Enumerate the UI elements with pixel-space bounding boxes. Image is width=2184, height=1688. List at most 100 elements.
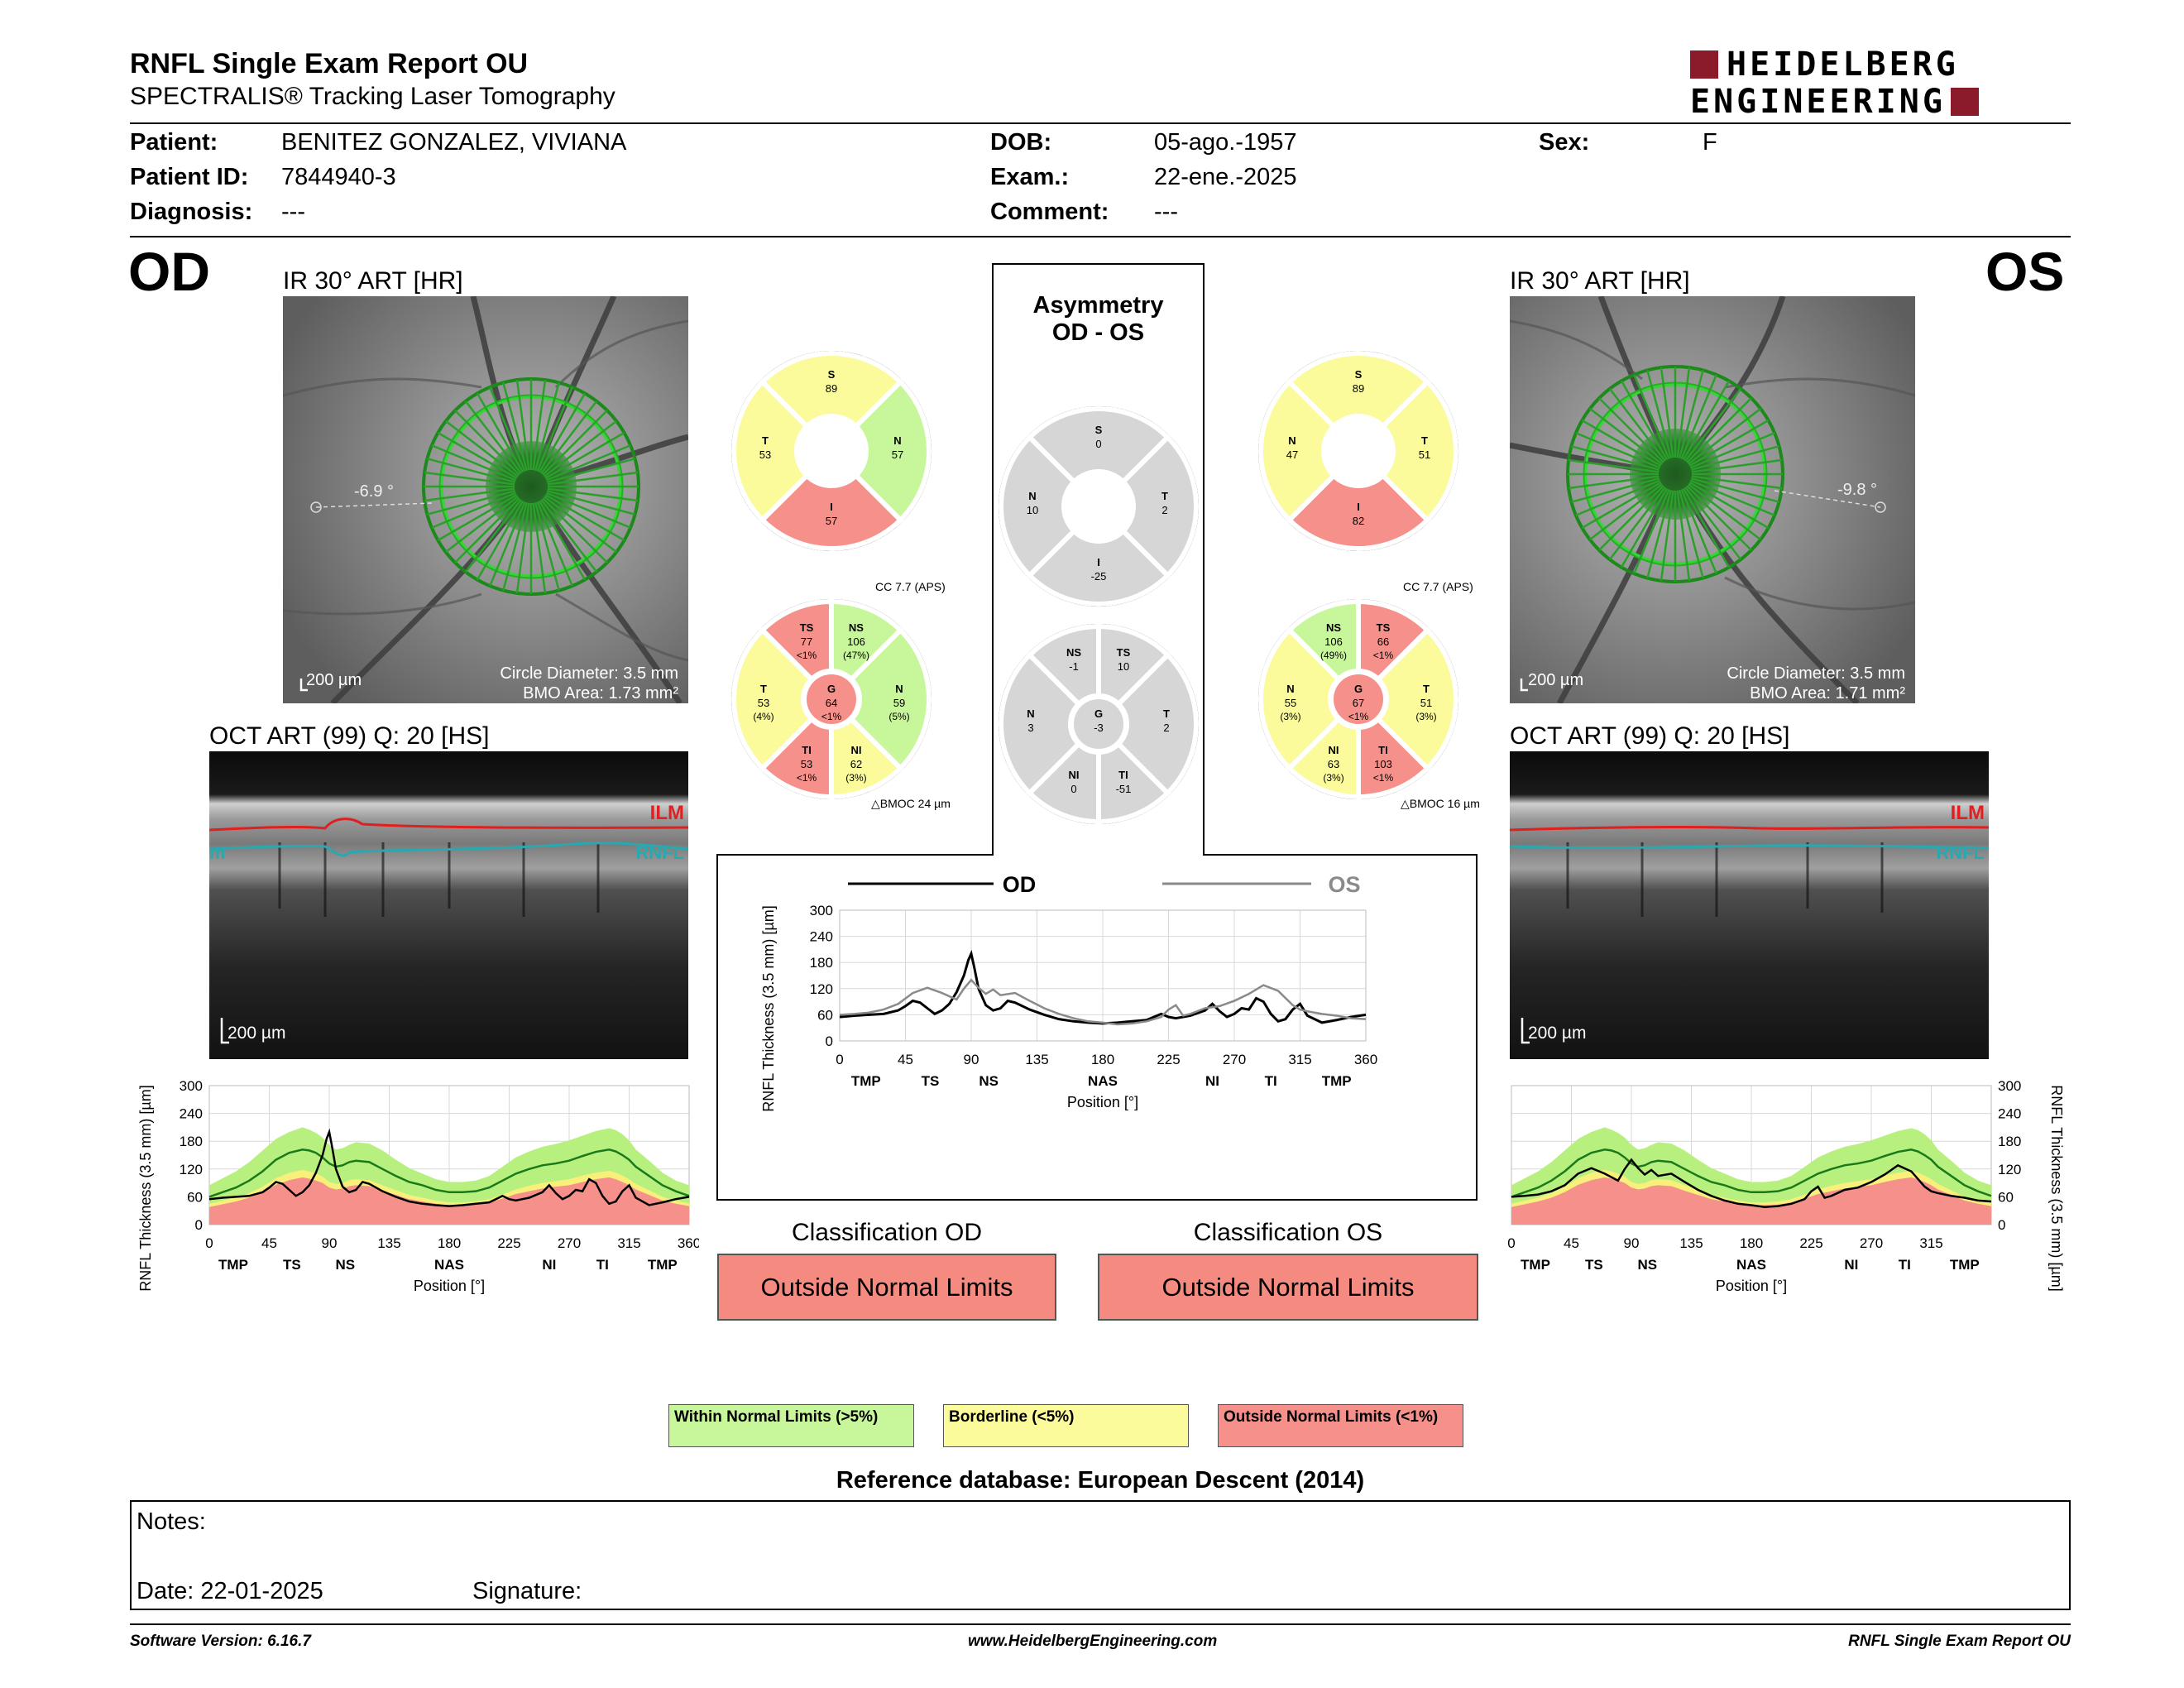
x-tick-label: 180 bbox=[438, 1235, 461, 1251]
scan-spoke bbox=[546, 489, 635, 516]
x-tick-label: 90 bbox=[1624, 1235, 1640, 1251]
sector-TS-label-value: 66 bbox=[1377, 635, 1389, 648]
x-tick-label: 270 bbox=[558, 1235, 581, 1251]
scan-spoke bbox=[489, 501, 526, 587]
scan-spoke bbox=[1608, 487, 1666, 560]
scan-spoke bbox=[1633, 488, 1670, 574]
sector-axis-label: NI bbox=[1844, 1257, 1858, 1273]
sector-TS-label-value: 77 bbox=[801, 635, 812, 648]
y-tick-label: 120 bbox=[1998, 1162, 2021, 1177]
scan-spoke bbox=[536, 501, 573, 587]
od-rnfl-cut-label: m bbox=[209, 842, 226, 863]
od-fundus-svg: -6.9 ° 200 µm Circle Diameter: 3.5 mm BM… bbox=[283, 296, 688, 703]
scan-spoke bbox=[1690, 477, 1779, 503]
normal-mean-line bbox=[1511, 1149, 1992, 1198]
scan-spoke bbox=[454, 497, 520, 563]
quadrant-I-label-value: -25 bbox=[1091, 570, 1107, 583]
y-tick-label: 0 bbox=[195, 1217, 203, 1233]
x-axis-title: Position [°] bbox=[414, 1278, 485, 1294]
x-tick-label: 225 bbox=[1157, 1052, 1180, 1067]
scan-spoke bbox=[532, 502, 547, 594]
scan-spoke bbox=[1660, 490, 1674, 582]
reference-database: Reference database: European Descent (20… bbox=[836, 1467, 1365, 1494]
quadrant-T-label-name: T bbox=[1161, 490, 1168, 502]
sector-TS-label-name: TS bbox=[1117, 646, 1131, 659]
scan-spoke bbox=[464, 499, 522, 573]
normal-mean-line bbox=[208, 1149, 690, 1198]
od-bmoc-label: △BMOC 24 µm bbox=[871, 797, 951, 811]
scan-spoke bbox=[515, 379, 530, 471]
scan-spoke bbox=[546, 458, 635, 484]
series-line-OD bbox=[208, 1128, 690, 1207]
scan-spoke bbox=[427, 489, 516, 516]
asymmetry-frame bbox=[716, 263, 1478, 1201]
classification-os-badge: Outside Normal Limits bbox=[1098, 1254, 1478, 1321]
delta-icon: △ bbox=[1401, 797, 1410, 810]
sector-axis-label: TMP bbox=[1950, 1257, 1980, 1273]
logo-line1: HEIDELBERG bbox=[1727, 46, 1959, 84]
scan-spoke bbox=[534, 501, 560, 591]
os-oct-svg: ILM RNFL 200 µm bbox=[1510, 751, 1989, 1059]
heidelberg-logo: HEIDELBERG ENGINEERING bbox=[1690, 47, 2071, 122]
scan-spoke bbox=[1684, 388, 1742, 462]
sector-TI-label-pct: <1% bbox=[797, 772, 817, 784]
scan-spoke bbox=[1568, 458, 1660, 473]
os-scale-bar-icon bbox=[1520, 679, 1528, 692]
scan-spoke bbox=[544, 496, 617, 554]
sector-T-label-pct: (3%) bbox=[1415, 711, 1436, 722]
od-scale-label: 200 µm bbox=[306, 671, 362, 689]
sector-TI-label-name: TI bbox=[1378, 744, 1388, 756]
scan-spoke bbox=[445, 496, 519, 554]
scan-spoke bbox=[1589, 483, 1663, 541]
classification-od-badge: Outside Normal Limits bbox=[717, 1254, 1056, 1321]
x-tick-label: 360 bbox=[1354, 1052, 1377, 1067]
x-tick-label: 135 bbox=[377, 1235, 400, 1251]
sector-G bbox=[1334, 674, 1383, 724]
y-tick-label: 180 bbox=[1998, 1134, 2021, 1149]
od-ir-title: IR 30° ART [HR] bbox=[283, 267, 463, 295]
scan-spoke bbox=[489, 386, 526, 472]
x-tick-label: 90 bbox=[322, 1235, 338, 1251]
scan-spoke bbox=[1598, 485, 1664, 551]
scan-spoke bbox=[547, 487, 639, 502]
center-hole bbox=[1324, 416, 1393, 486]
notes-label: Notes: bbox=[136, 1508, 206, 1535]
sector-TI-label-value: 53 bbox=[801, 758, 812, 770]
footer-software-version: Software Version: 6.16.7 bbox=[130, 1633, 311, 1650]
os-bmo-area: BMO Area: 1.71 mm² bbox=[1750, 684, 1905, 703]
od-oct-scan: ILM RNFL m 200 µm bbox=[209, 751, 688, 1059]
sector-NI-label-name: NI bbox=[850, 744, 861, 756]
os-angle-label: -9.8 ° bbox=[1837, 481, 1877, 499]
scan-spoke bbox=[1581, 481, 1662, 530]
y-tick-label: 240 bbox=[810, 929, 833, 945]
scan-spoke bbox=[1571, 477, 1660, 503]
x-tick-label: 315 bbox=[617, 1235, 640, 1251]
footer-website[interactable]: www.HeidelbergEngineering.com bbox=[968, 1633, 1218, 1650]
comment-value: --- bbox=[1154, 199, 1178, 225]
od-rnfl-label: RNFL bbox=[635, 842, 684, 863]
sector-TS-label-value: 10 bbox=[1118, 660, 1129, 673]
x-tick-label: 0 bbox=[1507, 1235, 1515, 1251]
sector-T-label-name: T bbox=[1163, 707, 1170, 720]
scan-spoke bbox=[476, 392, 524, 473]
scan-spoke bbox=[1633, 374, 1670, 460]
sector-G-name: G bbox=[1354, 683, 1363, 695]
od-circle-diameter: Circle Diameter: 3.5 mm bbox=[500, 664, 678, 683]
x-tick-label: 225 bbox=[1799, 1235, 1822, 1251]
sex-label: Sex: bbox=[1539, 129, 1590, 156]
sector-NI-label-value: 0 bbox=[1070, 783, 1076, 795]
scan-spoke bbox=[1691, 475, 1783, 490]
scan-spoke bbox=[1589, 407, 1663, 465]
scan-spoke bbox=[544, 431, 625, 480]
x-tick-label: 180 bbox=[1740, 1235, 1763, 1251]
sector-axis-label: TI bbox=[1265, 1073, 1277, 1089]
scan-spoke bbox=[534, 382, 560, 472]
scan-spoke bbox=[1689, 432, 1775, 469]
classification-od-label: Classification OD bbox=[791, 1219, 983, 1246]
sector-NS-label-name: NS bbox=[1326, 621, 1341, 634]
sector-axis-label: NI bbox=[1205, 1073, 1219, 1089]
sector-TI-label-name: TI bbox=[802, 744, 812, 756]
scan-spoke bbox=[1686, 397, 1752, 463]
